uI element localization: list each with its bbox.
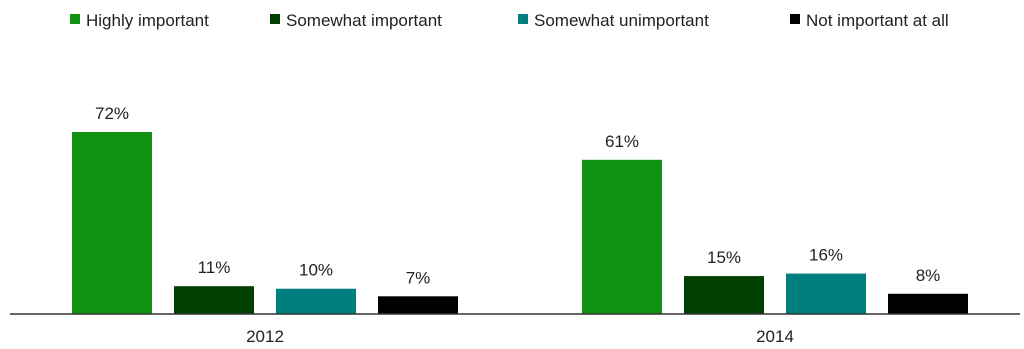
legend-swatch-not-important-at-all bbox=[790, 14, 800, 24]
chart-value-labels: 72% 11% 10% 7% 61% 15% 16% 8% bbox=[95, 104, 940, 287]
legend-swatch-somewhat-unimportant bbox=[518, 14, 528, 24]
legend-label-somewhat-important: Somewhat important bbox=[286, 11, 442, 30]
bar-2014-somewhat-important bbox=[684, 276, 764, 314]
legend-label-highly-important: Highly important bbox=[86, 11, 209, 30]
value-label-2012-highly-important: 72% bbox=[95, 104, 129, 123]
chart-bars bbox=[72, 132, 968, 314]
bar-2014-not-important-at-all bbox=[888, 293, 968, 314]
legend-swatch-somewhat-important bbox=[270, 14, 280, 24]
x-tick-label-2012: 2012 bbox=[246, 327, 284, 346]
legend-label-somewhat-unimportant: Somewhat unimportant bbox=[534, 11, 709, 30]
bar-2014-highly-important bbox=[582, 159, 662, 314]
value-label-2014-somewhat-unimportant: 16% bbox=[809, 246, 843, 265]
value-label-2014-not-important-at-all: 8% bbox=[916, 266, 941, 285]
legend-swatch-highly-important bbox=[70, 14, 80, 24]
bar-2014-somewhat-unimportant bbox=[786, 273, 866, 314]
bar-2012-not-important-at-all bbox=[378, 296, 458, 314]
x-tick-label-2014: 2014 bbox=[756, 327, 794, 346]
value-label-2012-somewhat-important: 11% bbox=[198, 258, 231, 277]
bar-2012-somewhat-important bbox=[174, 286, 254, 314]
bar-2012-highly-important bbox=[72, 132, 152, 314]
value-label-2014-somewhat-important: 15% bbox=[707, 248, 741, 267]
value-label-2012-somewhat-unimportant: 10% bbox=[299, 261, 333, 280]
bar-2012-somewhat-unimportant bbox=[276, 288, 356, 314]
x-axis-tick-labels: 2012 2014 bbox=[246, 327, 794, 346]
value-label-2014-highly-important: 61% bbox=[605, 132, 639, 151]
value-label-2012-not-important-at-all: 7% bbox=[406, 268, 431, 287]
legend-label-not-important-at-all: Not important at all bbox=[806, 11, 949, 30]
chart-legend: Highly important Somewhat important Somewh… bbox=[70, 11, 949, 30]
